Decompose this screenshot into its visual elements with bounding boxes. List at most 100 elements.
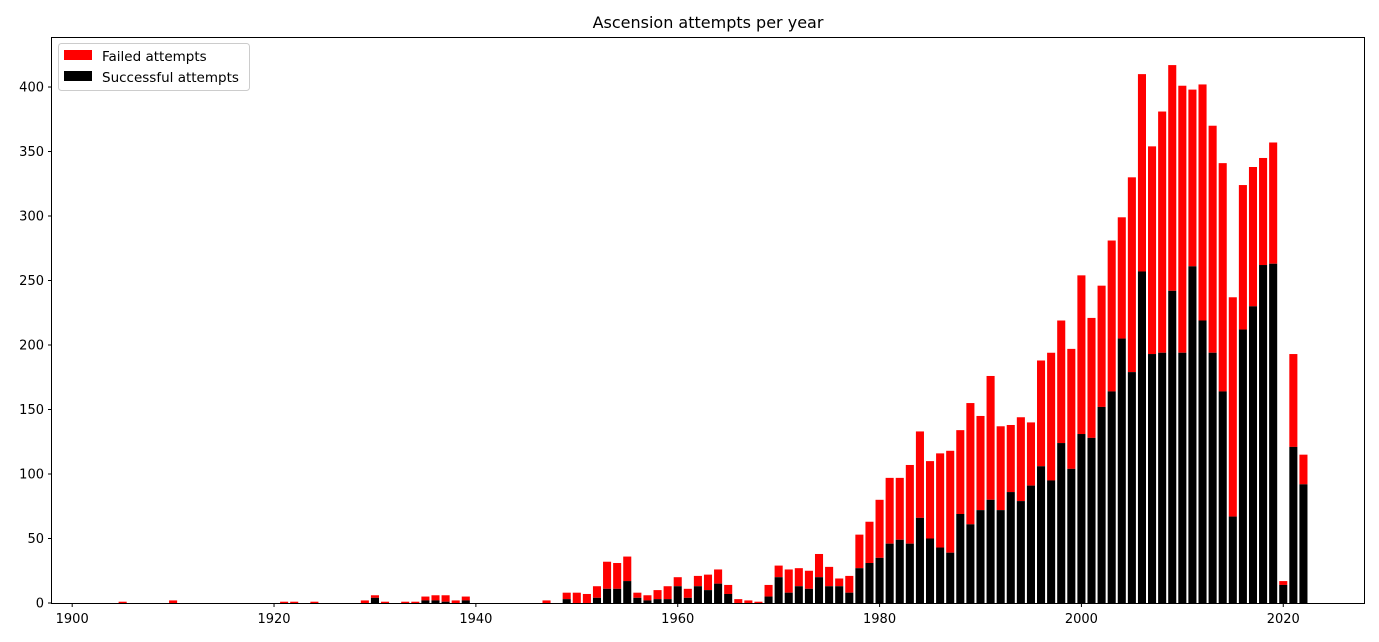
bar-successful-2002: [1097, 406, 1106, 603]
bar-failed-2008: [1158, 111, 1167, 353]
bar-failed-1974: [814, 553, 824, 578]
bar-failed-2019: [1269, 142, 1278, 264]
bar-failed-1986: [936, 453, 945, 548]
bar-successful-1998: [1057, 443, 1066, 603]
bar-successful-1982: [895, 539, 904, 603]
bar-failed-1972: [794, 568, 803, 587]
bar-successful-1985: [925, 538, 935, 603]
bar-failed-1955: [623, 556, 632, 582]
bar-failed-2020: [1279, 581, 1288, 585]
bar-successful-1972: [794, 586, 803, 603]
bar-successful-2022: [1299, 484, 1308, 603]
chart-title: Ascension attempts per year: [593, 13, 824, 32]
bar-failed-1989: [966, 403, 975, 525]
bar-failed-1991: [986, 375, 995, 500]
bar-failed-1987: [946, 450, 955, 553]
bar-successful-2012: [1198, 320, 1207, 603]
bar-failed-1931: [381, 601, 390, 603]
bar-successful-1989: [966, 524, 975, 603]
bar-successful-1969: [764, 596, 773, 603]
bar-failed-1983: [905, 464, 914, 544]
bar-failed-1968: [754, 601, 763, 603]
bar-failed-1929: [360, 600, 369, 603]
bar-failed-1947: [542, 600, 551, 603]
bar-successful-1995: [1026, 485, 1035, 603]
bar-failed-1992: [996, 426, 1005, 511]
bar-failed-1975: [825, 566, 834, 587]
bar-successful-2010: [1178, 352, 1187, 603]
plot-frame: [51, 37, 1365, 604]
bar-successful-1961: [683, 597, 692, 603]
bar-failed-1967: [744, 600, 753, 603]
bar-successful-1953: [603, 588, 612, 603]
bar-failed-1949: [562, 592, 571, 600]
bar-failed-1998: [1057, 320, 1066, 444]
bar-successful-1937: [441, 601, 450, 603]
bar-successful-2009: [1168, 290, 1177, 603]
bar-failed-1934: [411, 601, 420, 603]
bar-successful-1958: [653, 599, 662, 603]
bar-successful-2007: [1148, 354, 1157, 603]
bar-failed-1993: [1006, 424, 1015, 493]
bar-successful-1964: [714, 583, 723, 603]
bar-failed-2010: [1178, 85, 1187, 353]
bar-failed-1961: [683, 588, 692, 598]
bar-failed-1971: [784, 569, 793, 593]
bar-successful-1957: [643, 600, 652, 603]
bar-successful-1983: [905, 543, 914, 603]
bar-failed-1980: [875, 499, 884, 558]
bar-failed-1953: [603, 561, 612, 589]
legend-frame: [58, 43, 250, 91]
bar-failed-1921: [280, 601, 289, 603]
bar-successful-1981: [885, 543, 894, 603]
bar-successful-1990: [976, 510, 985, 603]
bar-successful-1976: [835, 586, 844, 603]
y-tick-label-250: 250: [19, 274, 44, 289]
bar-failed-1995: [1026, 422, 1035, 486]
bar-failed-1979: [865, 521, 874, 564]
bar-successful-1970: [774, 577, 783, 603]
bar-successful-1979: [865, 563, 874, 603]
bar-failed-2014: [1218, 163, 1227, 392]
bar-successful-2020: [1279, 584, 1288, 603]
bar-failed-1970: [774, 565, 783, 578]
x-tick-label-2000: 2000: [1065, 612, 1098, 627]
bar-successful-2000: [1077, 434, 1086, 603]
bar-successful-1991: [986, 499, 995, 603]
bar-failed-2022: [1299, 454, 1308, 485]
y-tick-label-400: 400: [19, 81, 44, 96]
bar-successful-1997: [1047, 480, 1056, 603]
bar-failed-2015: [1228, 297, 1237, 517]
bar-failed-1999: [1067, 348, 1076, 469]
legend: Failed attempts Successful attempts: [58, 43, 250, 91]
bar-failed-1933: [401, 601, 410, 603]
bar-failed-1963: [703, 574, 713, 591]
bar-failed-2009: [1168, 65, 1177, 291]
bar-failed-1976: [835, 578, 844, 587]
bar-successful-1956: [633, 597, 642, 603]
y-tick-label-100: 100: [19, 468, 44, 483]
bar-failed-1962: [693, 575, 702, 587]
y-tick-label-350: 350: [19, 145, 44, 160]
bar-successful-2021: [1289, 446, 1298, 603]
bar-failed-1936: [431, 595, 440, 601]
bar-failed-1930: [370, 595, 379, 598]
bar-failed-1937: [441, 595, 450, 602]
bar-failed-1957: [643, 595, 652, 601]
bar-successful-1963: [703, 590, 713, 603]
bar-successful-1939: [461, 600, 470, 603]
bar-successful-2008: [1158, 352, 1167, 603]
bar-successful-1959: [663, 599, 672, 603]
bar-successful-2015: [1228, 516, 1237, 603]
bar-failed-1959: [663, 586, 672, 600]
bar-failed-1935: [421, 596, 430, 601]
y-axis: 0 50 100 150 200 250 300 350 400: [19, 81, 52, 612]
bar-successful-1984: [915, 517, 924, 603]
bar-failed-2018: [1259, 157, 1268, 266]
bars-layer: [118, 65, 1308, 603]
bar-failed-1905: [118, 601, 127, 603]
bar-successful-2003: [1107, 391, 1116, 603]
bar-failed-2006: [1137, 74, 1146, 272]
